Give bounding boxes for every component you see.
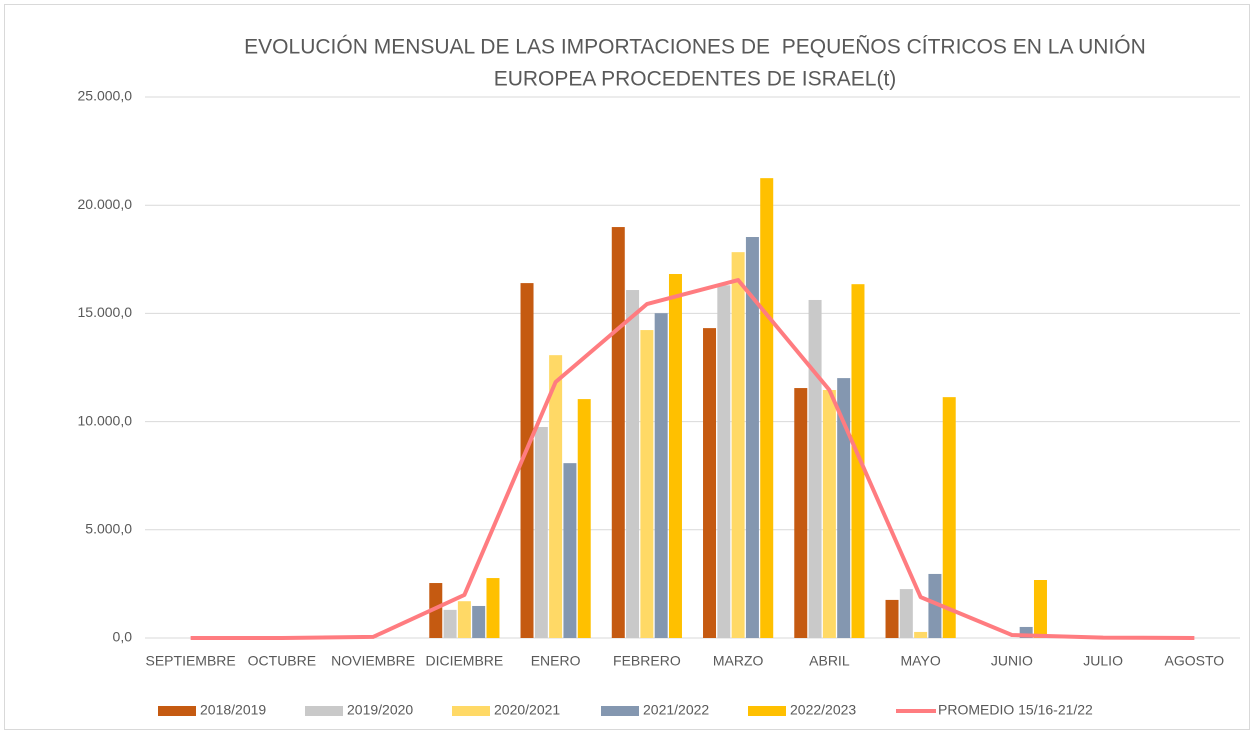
y-tick-label: 10.000,0 [78, 412, 133, 428]
bar [760, 178, 774, 638]
x-tick-label: FEBRERO [613, 653, 681, 669]
bar [611, 227, 625, 638]
bar [703, 328, 717, 638]
bar [899, 589, 913, 638]
legend-swatch [452, 706, 490, 716]
legend-swatch [305, 706, 343, 716]
bar [443, 609, 457, 638]
legend-label: 2018/2019 [200, 702, 266, 718]
y-tick-label: 25.000,0 [78, 88, 133, 104]
bar [534, 427, 548, 638]
bar [808, 299, 822, 638]
bar [429, 583, 443, 638]
bar [563, 463, 577, 638]
x-tick-label: JULIO [1083, 653, 1123, 669]
bar [654, 313, 668, 638]
legend-label: 2022/2023 [790, 702, 856, 718]
legend-swatch [748, 706, 786, 716]
bar [457, 601, 471, 638]
legend-swatch [601, 706, 639, 716]
legend-label: 2019/2020 [347, 702, 413, 718]
bar [626, 290, 640, 638]
bar [745, 237, 759, 638]
chart-title: EVOLUCIÓN MENSUAL DE LAS IMPORTACIONES D… [244, 35, 1146, 59]
x-tick-label: NOVIEMBRE [331, 653, 415, 669]
y-tick-label: 20.000,0 [78, 196, 133, 212]
bar [577, 399, 591, 638]
line [190, 278, 1195, 640]
x-tick-label: JUNIO [991, 653, 1033, 669]
chart-title: EUROPEA PROCEDENTES DE ISRAEL(t) [494, 68, 897, 91]
x-tick-label: ABRIL [809, 653, 850, 669]
bar [520, 283, 534, 638]
legend-label: PROMEDIO 15/16-21/22 [938, 702, 1093, 718]
bar [942, 397, 956, 638]
bar [885, 599, 899, 638]
x-tick-label: DICIEMBRE [425, 653, 503, 669]
y-tick-label: 0,0 [113, 629, 133, 645]
bar [822, 390, 836, 638]
legend-label: 2021/2022 [643, 702, 709, 718]
bar [640, 330, 654, 638]
bar [837, 378, 851, 638]
bar [1019, 626, 1033, 638]
bar [731, 252, 745, 638]
legend-label: 2020/2021 [494, 702, 560, 718]
x-tick-label: MARZO [713, 653, 764, 669]
y-tick-label: 5.000,0 [85, 521, 132, 537]
bar [1033, 580, 1047, 638]
bar [928, 573, 942, 638]
x-tick-label: ENERO [531, 653, 581, 669]
bar [472, 605, 486, 638]
y-tick-label: 15.000,0 [78, 304, 133, 320]
bar [668, 274, 682, 638]
x-tick-label: MAYO [901, 653, 941, 669]
bar [794, 388, 808, 638]
bar [851, 284, 865, 638]
bar [717, 285, 731, 638]
bar [914, 631, 928, 638]
bar [549, 355, 563, 638]
x-tick-label: SEPTIEMBRE [146, 653, 236, 669]
x-tick-label: AGOSTO [1165, 653, 1225, 669]
legend-swatch [158, 706, 196, 716]
bar [486, 578, 500, 638]
x-tick-label: OCTUBRE [248, 653, 316, 669]
